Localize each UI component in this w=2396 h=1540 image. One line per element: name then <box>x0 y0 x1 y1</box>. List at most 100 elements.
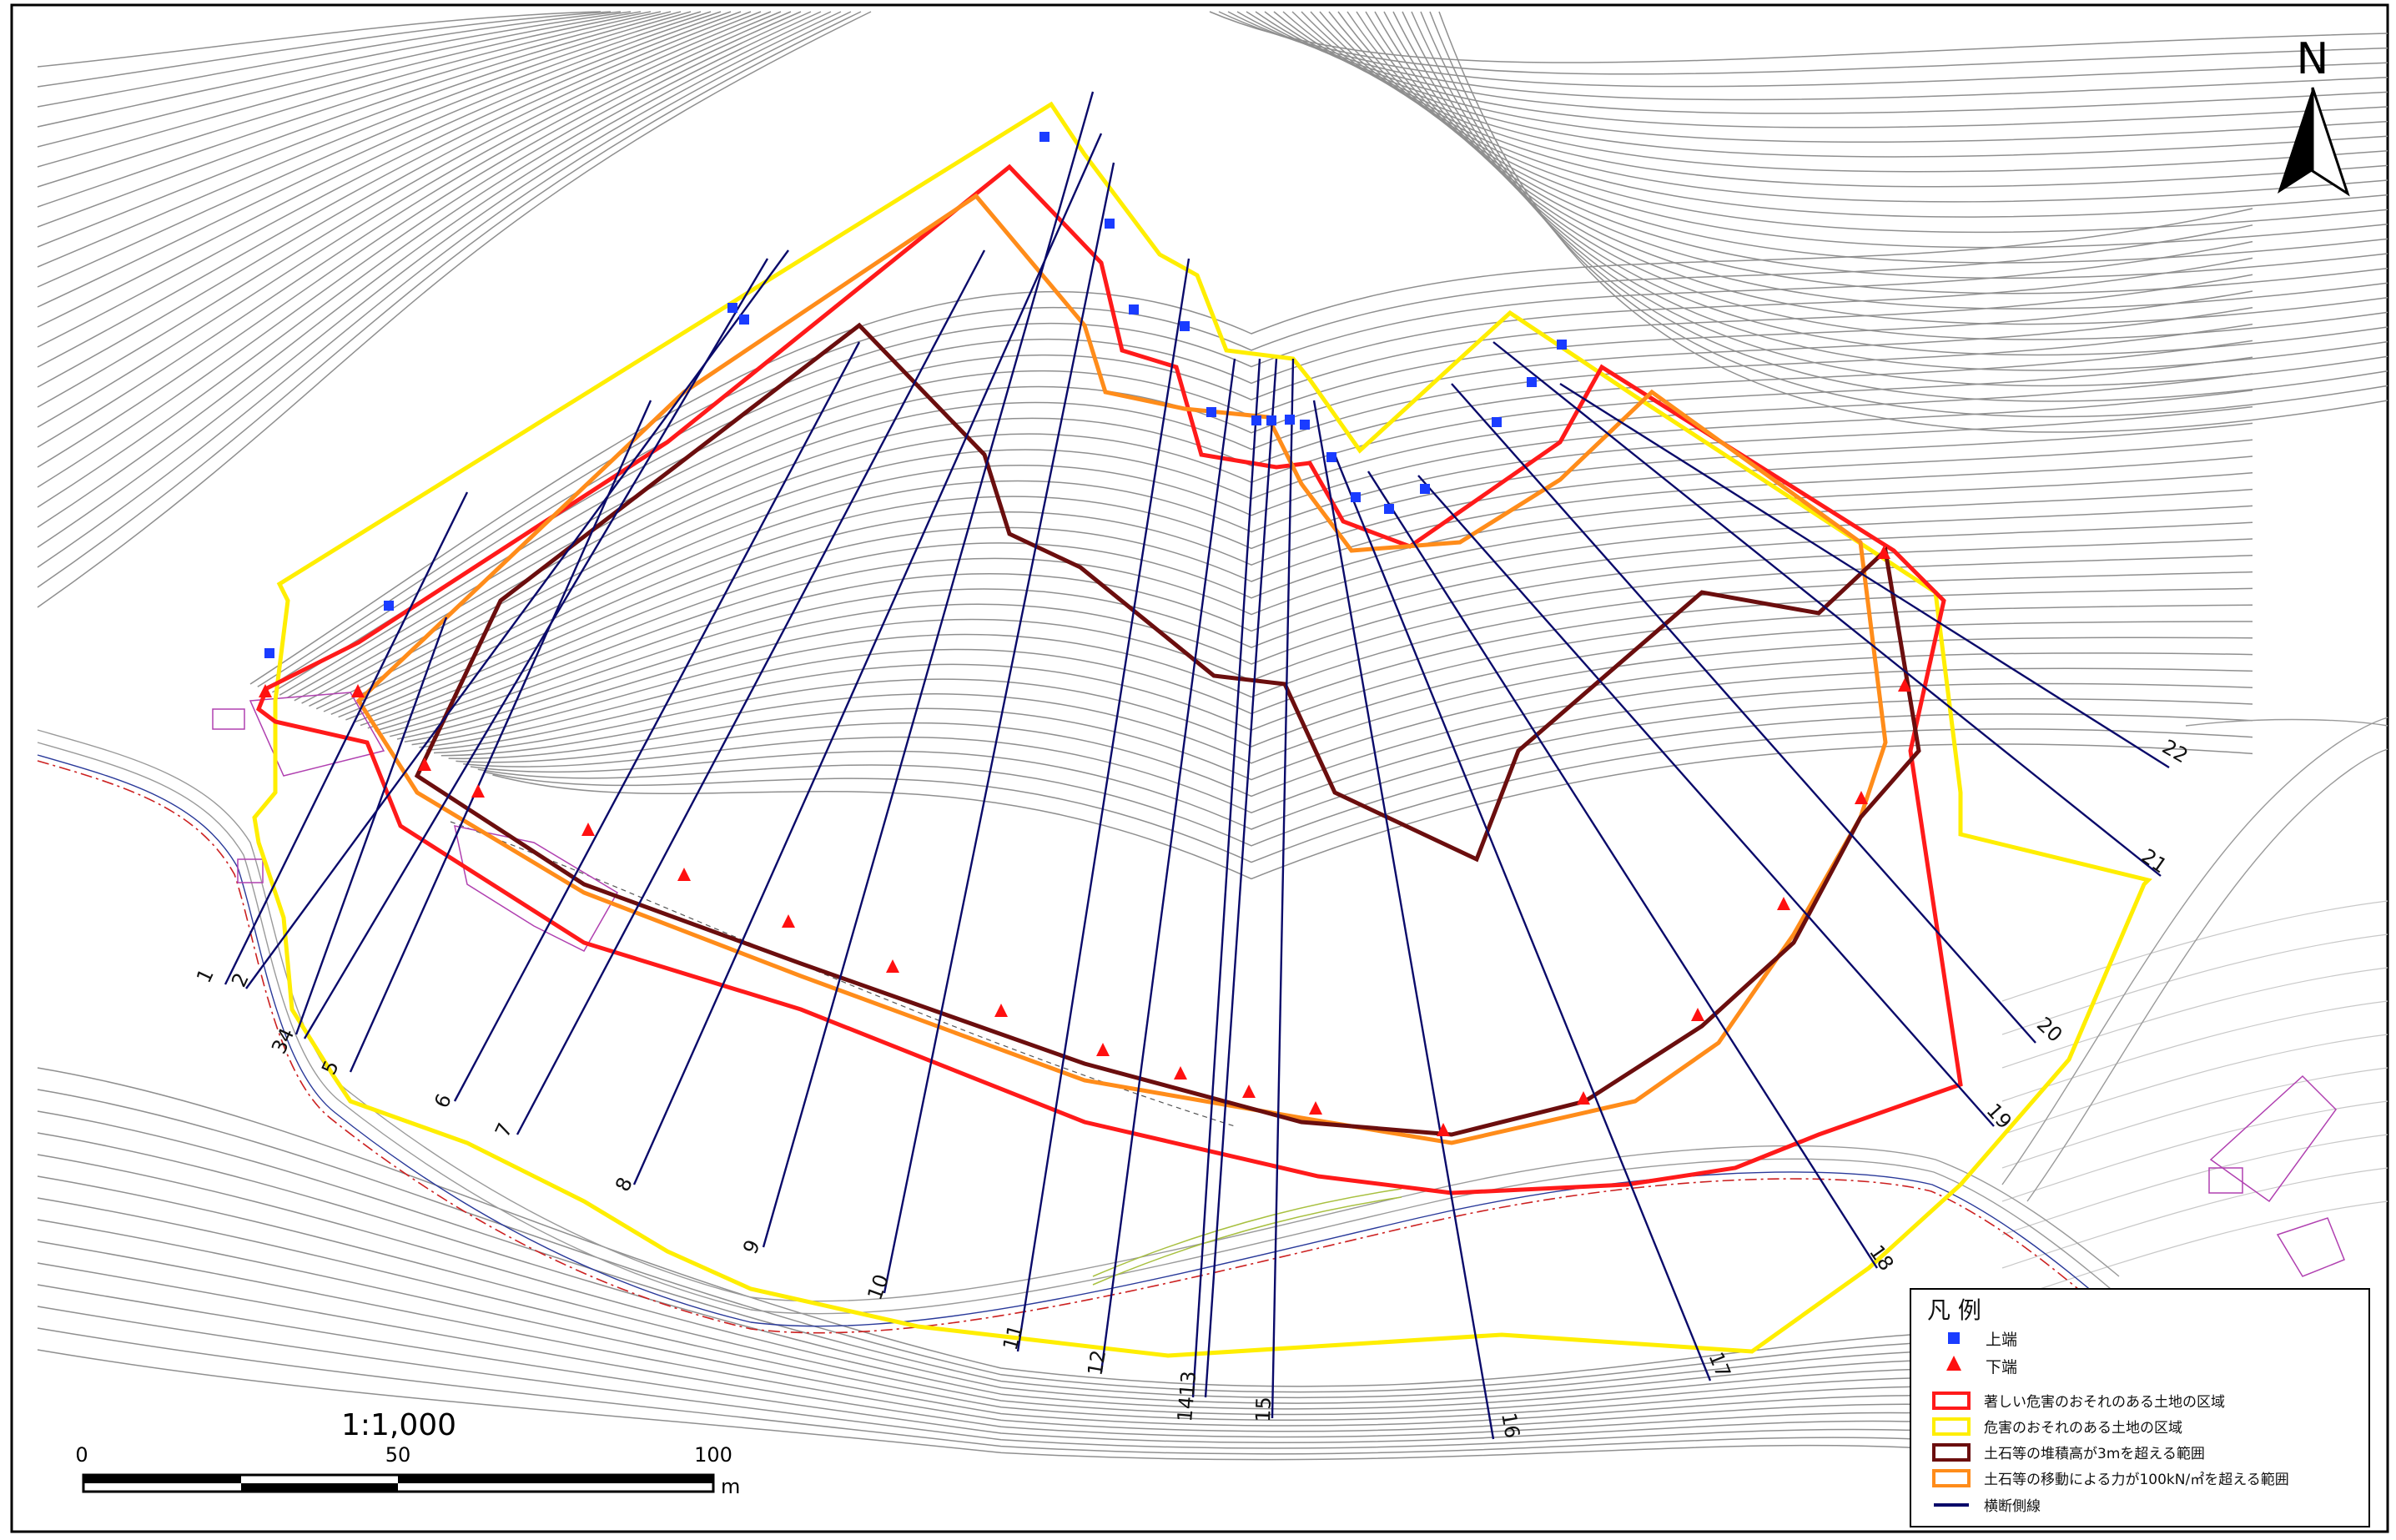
contour-line <box>1209 11 2388 63</box>
contour-line <box>390 521 2253 737</box>
contour-line <box>1301 11 2388 203</box>
contour-line <box>37 1132 1911 1404</box>
contour-line <box>37 11 602 68</box>
contour-line <box>37 11 862 588</box>
contour-line <box>37 1067 1911 1387</box>
contour-line <box>382 505 2253 735</box>
contour-line <box>1365 11 2388 310</box>
contour-line <box>37 1262 1911 1438</box>
contour-line <box>37 1349 1911 1461</box>
legend-label-lower: 下端 <box>1986 1358 2017 1376</box>
contour-line <box>470 697 2253 830</box>
contour-line <box>37 1219 1911 1427</box>
contour-line <box>37 11 872 608</box>
legend-upper-end-icon <box>1948 1332 1960 1344</box>
contour-line <box>272 257 2253 693</box>
contour-line <box>37 11 612 88</box>
contour-line <box>1402 11 2388 371</box>
legend-label-cross-section: 横断側線 <box>1984 1498 2041 1515</box>
contour-line <box>2001 900 2388 1002</box>
zone-yellow-hazard <box>252 101 2152 1358</box>
legend-title: 凡 例 <box>1927 1296 1981 1324</box>
buildings <box>212 692 2345 1277</box>
contour-line <box>37 11 852 568</box>
contour-line <box>37 1197 1911 1422</box>
contour-line <box>279 274 2253 696</box>
contour-line <box>249 208 2253 685</box>
contour-line <box>2001 967 2388 1069</box>
contour-line <box>37 11 742 348</box>
contour-line <box>2001 1200 2388 1302</box>
contour-line <box>37 11 682 228</box>
contour-line <box>2001 1067 2388 1169</box>
contour-line <box>37 1306 1911 1449</box>
scale-bar: 1:1,000 0 50 100 m <box>75 1408 740 1498</box>
legend-label-yellow: 危害のおそれのある土地の区域 <box>1984 1420 2182 1437</box>
contour-line <box>1392 11 2388 356</box>
contour-line <box>1291 11 2388 188</box>
xs-label-1413: 1413 <box>1173 1370 1201 1422</box>
contour-line <box>37 11 792 448</box>
contour-line <box>1420 11 2388 402</box>
contour-line <box>338 405 2253 718</box>
contour-line <box>2001 1034 2388 1135</box>
contour-line <box>2001 934 2388 1035</box>
legend-label-orange: 土石等の移動による力が100kN/㎡を超える範囲 <box>1984 1472 2289 1488</box>
roads <box>37 717 2388 1334</box>
contour-line <box>2001 1167 2388 1269</box>
contour-line <box>1319 11 2388 234</box>
legend-red-zone-icon <box>1932 1392 1971 1410</box>
contour-line <box>37 11 732 328</box>
contour-line <box>37 11 622 108</box>
contour-line <box>375 488 2253 732</box>
upper-end-markers <box>264 132 1567 658</box>
scale-unit: m <box>721 1475 740 1498</box>
contour-line <box>1438 11 2388 433</box>
contour-line <box>37 11 672 208</box>
contour-line <box>330 390 2253 715</box>
contour-line <box>37 11 762 388</box>
contour-line <box>1346 11 2388 279</box>
contour-line <box>1218 11 2388 75</box>
contour-line <box>37 11 752 368</box>
contour-line <box>37 11 832 528</box>
contour-line <box>360 455 2253 727</box>
contour-line <box>1310 11 2388 218</box>
north-label: N <box>2297 34 2329 84</box>
scale-tick-0: 0 <box>75 1443 88 1467</box>
contour-line <box>492 743 2253 880</box>
contour-line <box>37 11 642 148</box>
contour-line <box>37 1089 1911 1393</box>
cross-section-lines <box>224 91 2170 1440</box>
scale-ratio: 1:1,000 <box>341 1408 456 1442</box>
legend-orange-zone-icon <box>1932 1469 1971 1487</box>
contour-line <box>396 538 2253 740</box>
contour-line <box>37 11 822 508</box>
contour-line <box>37 1241 1911 1432</box>
contour-line <box>37 11 782 428</box>
legend-label-red: 著しい危害のおそれのある土地の区域 <box>1984 1394 2225 1411</box>
contour-line <box>37 11 652 168</box>
contour-line <box>37 11 812 488</box>
legend: 凡 例 上端 下端 著しい危害のおそれのある土地の区域 危害のおそれのある土地の… <box>1910 1288 2370 1527</box>
contour-line <box>1328 11 2388 249</box>
contour-line <box>37 1175 1911 1416</box>
contour-line <box>37 11 702 268</box>
contour-line <box>1337 11 2388 264</box>
contour-line <box>485 728 2253 863</box>
legend-yellow-zone-icon <box>1932 1417 1971 1436</box>
legend-brown-zone-icon <box>1932 1443 1971 1462</box>
contour-line <box>352 439 2253 723</box>
contour-line <box>37 11 632 128</box>
contour-line <box>37 11 802 468</box>
contour-line <box>37 11 662 188</box>
legend-label-upper: 上端 <box>1986 1331 2017 1349</box>
contour-line <box>345 422 2253 721</box>
contour-line <box>2001 1000 2388 1102</box>
contour-line <box>37 11 692 248</box>
contour-line <box>1411 11 2388 387</box>
contour-line <box>37 11 772 408</box>
contour-line <box>37 1154 1911 1410</box>
xs-label-16: 16 <box>1497 1411 1524 1440</box>
